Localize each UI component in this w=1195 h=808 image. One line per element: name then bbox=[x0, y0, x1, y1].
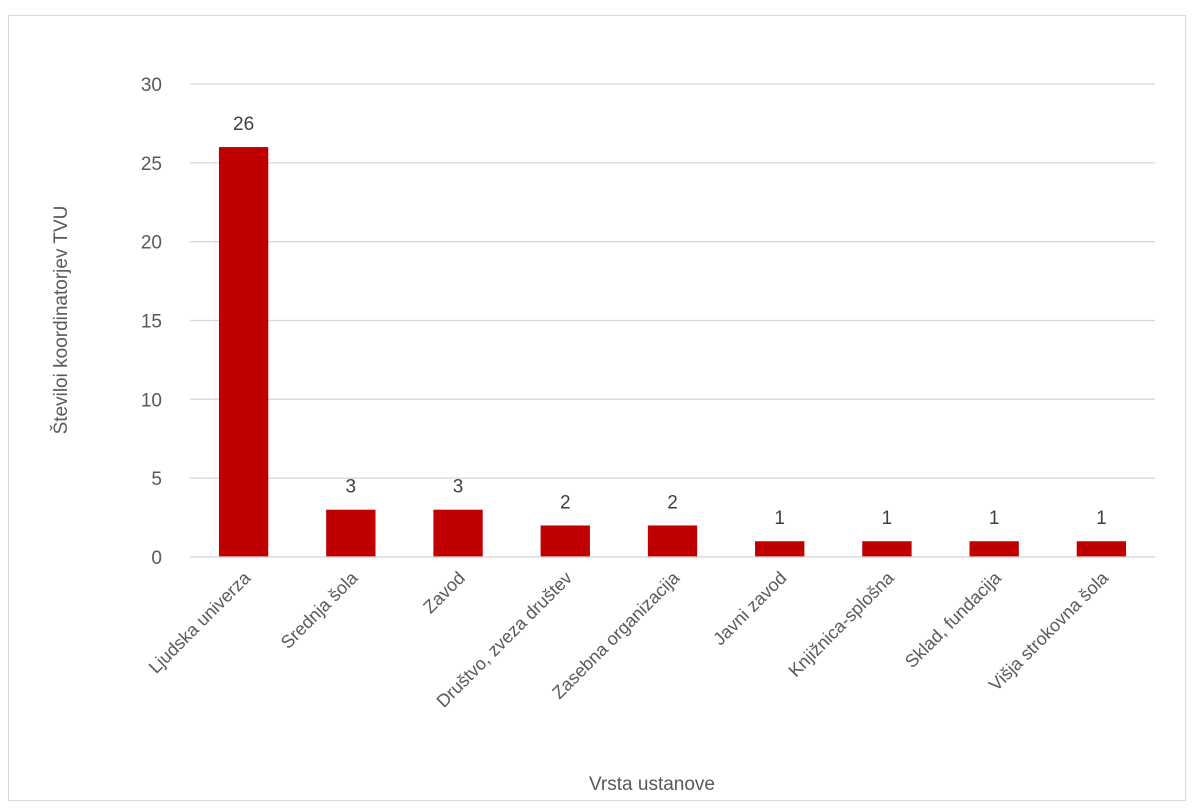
bar-value-label: 3 bbox=[346, 477, 357, 498]
y-axis-ticks: 0 5 10 15 20 25 30 bbox=[141, 75, 162, 569]
bar bbox=[540, 525, 590, 557]
bar bbox=[647, 525, 698, 557]
x-tick-label: Srednja šola bbox=[277, 567, 363, 653]
y-tick-label: 20 bbox=[141, 233, 162, 254]
y-tick-label: 10 bbox=[141, 390, 162, 411]
y-tick-label: 0 bbox=[151, 548, 162, 569]
bar-value-label: 2 bbox=[560, 492, 571, 513]
y-axis-title: Številoi koordinatorjev TVU bbox=[50, 206, 72, 435]
x-tick-label: Višja strokovna šola bbox=[985, 567, 1113, 695]
bar-value-label: 1 bbox=[882, 508, 893, 529]
bar-value-label: 2 bbox=[667, 492, 678, 513]
x-tick-label: Knjižnica-splošna bbox=[785, 567, 899, 681]
y-tick-label: 15 bbox=[141, 312, 162, 333]
bar bbox=[218, 147, 269, 558]
bars bbox=[190, 147, 1155, 558]
bar bbox=[862, 541, 912, 557]
bar-value-label: 26 bbox=[233, 114, 254, 135]
x-tick-label: Javni zavod bbox=[709, 568, 790, 649]
bar bbox=[755, 541, 805, 557]
chart-frame bbox=[8, 15, 1186, 801]
bar bbox=[1076, 541, 1127, 557]
bar-value-label: 3 bbox=[453, 477, 464, 498]
gridlines bbox=[190, 83, 1155, 558]
data-labels: 26 3 3 2 2 1 1 1 1 bbox=[233, 114, 1107, 529]
x-tick-label: Zavod bbox=[419, 568, 469, 618]
bar-value-label: 1 bbox=[1096, 508, 1107, 529]
y-tick-label: 30 bbox=[141, 75, 162, 96]
y-tick-label: 5 bbox=[151, 469, 162, 490]
bar bbox=[969, 541, 1019, 557]
x-tick-label: Ljudska univerza bbox=[145, 567, 255, 677]
x-axis-title: Vrsta ustanove bbox=[589, 774, 715, 795]
y-tick-label: 25 bbox=[141, 154, 162, 175]
bar bbox=[433, 509, 483, 557]
bar-value-label: 1 bbox=[989, 508, 1000, 529]
x-tick-label: Sklad, fundacija bbox=[901, 567, 1006, 672]
x-axis-ticks: Ljudska univerza Srednja šola ZavodDruštvo… bbox=[145, 567, 1113, 711]
bar-value-label: 1 bbox=[774, 508, 785, 529]
bar bbox=[326, 509, 376, 557]
